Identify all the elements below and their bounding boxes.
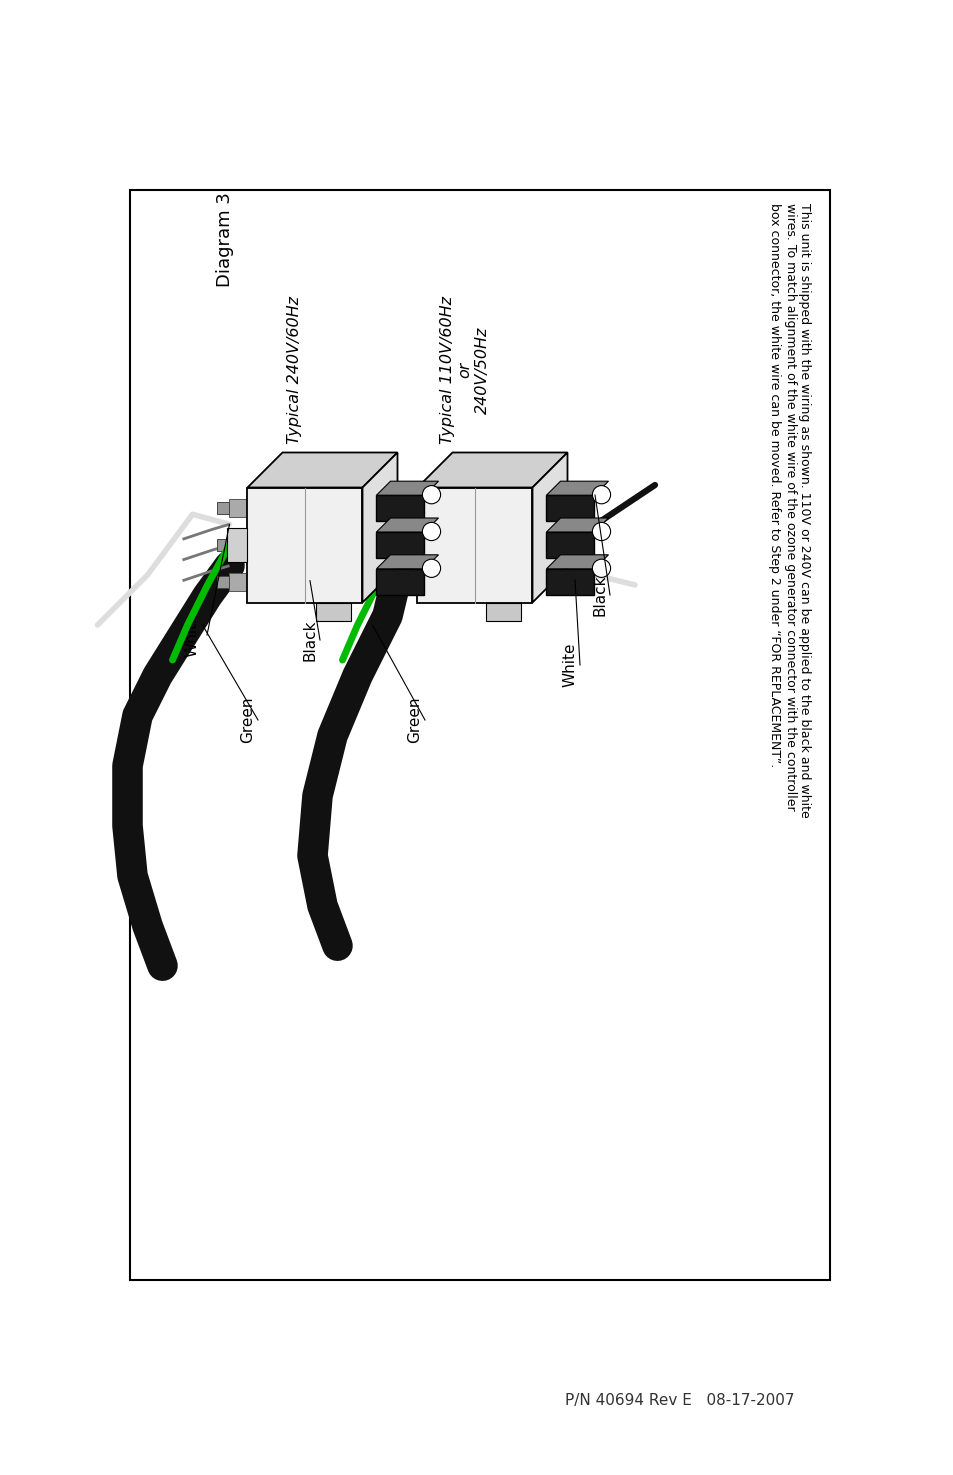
Bar: [130, 190, 829, 1280]
Polygon shape: [376, 555, 438, 569]
Ellipse shape: [422, 522, 440, 541]
Bar: [399, 499, 417, 518]
Bar: [376, 532, 424, 558]
Polygon shape: [546, 555, 608, 569]
Text: Typical 110V/60Hz
or
240V/50Hz: Typical 110V/60Hz or 240V/50Hz: [439, 296, 490, 444]
Bar: [399, 535, 417, 555]
Bar: [399, 572, 417, 591]
Bar: [546, 569, 594, 594]
Bar: [227, 528, 247, 562]
Polygon shape: [247, 453, 397, 488]
Bar: [230, 572, 247, 591]
Text: Green: Green: [240, 696, 255, 743]
Polygon shape: [376, 481, 438, 496]
Polygon shape: [532, 453, 567, 602]
Text: Diagram 3: Diagram 3: [215, 193, 233, 288]
Text: White: White: [562, 643, 577, 687]
Text: Black: Black: [302, 620, 317, 661]
Polygon shape: [376, 518, 438, 532]
Bar: [387, 575, 399, 589]
Bar: [316, 602, 351, 621]
Bar: [546, 496, 594, 521]
Text: Black: Black: [592, 574, 607, 615]
Bar: [230, 499, 247, 518]
Polygon shape: [362, 453, 397, 602]
Bar: [387, 538, 399, 552]
Text: This unit is shipped with the wiring as shown. 110V or 240V can be applied to th: This unit is shipped with the wiring as …: [768, 202, 811, 817]
Bar: [387, 502, 399, 515]
Bar: [417, 488, 532, 602]
Ellipse shape: [592, 559, 610, 577]
Ellipse shape: [422, 485, 440, 504]
Bar: [217, 502, 230, 515]
Bar: [217, 575, 230, 589]
Bar: [376, 496, 424, 521]
Bar: [486, 602, 520, 621]
Text: Green: Green: [407, 696, 422, 743]
Bar: [247, 488, 362, 602]
Text: White: White: [184, 612, 199, 658]
Text: Typical 240V/60Hz: Typical 240V/60Hz: [287, 296, 302, 444]
Bar: [397, 528, 417, 562]
Bar: [217, 538, 230, 552]
Ellipse shape: [592, 485, 610, 504]
Bar: [376, 569, 424, 594]
Polygon shape: [546, 481, 608, 496]
Ellipse shape: [422, 559, 440, 577]
Polygon shape: [546, 518, 608, 532]
Text: P/N 40694 Rev E   08-17-2007: P/N 40694 Rev E 08-17-2007: [565, 1392, 794, 1407]
Polygon shape: [417, 453, 567, 488]
Ellipse shape: [592, 522, 610, 541]
Bar: [230, 535, 247, 555]
Bar: [546, 532, 594, 558]
